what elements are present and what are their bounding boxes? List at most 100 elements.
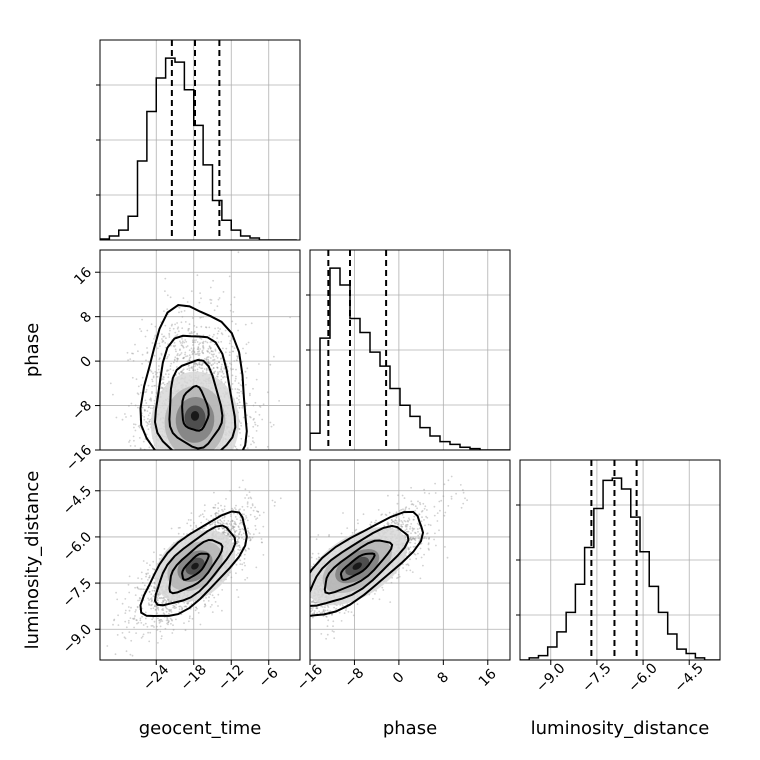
sample-point	[182, 533, 185, 535]
sample-point	[207, 457, 209, 459]
sample-point	[200, 325, 203, 328]
sample-point	[168, 453, 170, 455]
sample-point	[147, 602, 150, 605]
sample-point	[231, 350, 234, 353]
sample-point	[117, 614, 119, 617]
sample-point	[215, 468, 217, 470]
sample-point	[166, 473, 168, 475]
sample-point	[213, 309, 216, 312]
sample-point	[202, 478, 204, 480]
sample-point	[236, 391, 239, 394]
sample-point	[188, 323, 191, 326]
sample-point	[238, 486, 241, 489]
sample-point	[233, 529, 235, 531]
sample-point	[176, 354, 179, 357]
sample-point	[210, 473, 212, 475]
sample-point	[161, 451, 163, 453]
sample-point	[142, 560, 145, 562]
sample-point	[168, 471, 170, 473]
sample-point	[212, 367, 215, 370]
sample-point	[249, 416, 252, 419]
sample-point	[162, 382, 164, 385]
sample-point	[125, 650, 128, 653]
sample-point	[217, 456, 219, 458]
sample-point	[253, 417, 255, 420]
sample-point	[173, 499, 175, 501]
sample-point	[136, 586, 139, 589]
sample-point	[228, 515, 230, 517]
sample-point	[239, 530, 242, 533]
sample-point	[134, 429, 137, 432]
joint-content	[109, 251, 291, 517]
sample-point	[175, 451, 177, 453]
sample-point	[216, 520, 219, 523]
sample-point	[229, 309, 232, 312]
sample-point	[154, 336, 156, 338]
sample-point	[169, 327, 171, 330]
sample-point	[167, 608, 170, 611]
sample-point	[213, 343, 216, 346]
sample-point	[134, 586, 137, 589]
sample-point	[151, 599, 153, 602]
sample-point	[187, 602, 190, 605]
sample-point	[121, 602, 124, 605]
sample-point	[153, 620, 156, 623]
sample-point	[223, 519, 226, 522]
sample-point	[200, 469, 202, 471]
sample-point	[173, 461, 175, 463]
sample-point	[248, 435, 250, 438]
sample-point	[166, 622, 168, 625]
sample-point	[209, 523, 212, 526]
sample-point	[136, 622, 138, 625]
sample-point	[209, 463, 211, 465]
sample-point	[127, 622, 130, 624]
sample-point	[186, 451, 188, 453]
sample-point	[179, 484, 181, 486]
sample-point	[127, 359, 129, 362]
sample-point	[248, 536, 251, 538]
sample-point	[186, 451, 188, 453]
sample-point	[248, 491, 251, 493]
sample-point	[147, 597, 150, 600]
sample-point	[158, 371, 161, 374]
sample-point	[164, 456, 166, 458]
sample-point	[188, 359, 191, 362]
histogram-luminosity_distance	[520, 477, 720, 660]
sample-point	[191, 498, 193, 500]
sample-point	[170, 611, 173, 613]
sample-point	[191, 457, 193, 459]
sample-point	[216, 332, 219, 335]
sample-point	[148, 604, 150, 606]
sample-point	[183, 356, 186, 359]
sample-point	[171, 619, 174, 622]
sample-point	[219, 455, 221, 457]
sample-point	[209, 341, 212, 344]
sample-point	[245, 549, 247, 552]
sample-point	[182, 368, 185, 371]
sample-point	[235, 535, 238, 538]
sample-point	[196, 457, 198, 459]
sample-point	[143, 418, 146, 421]
sample-point	[132, 617, 134, 620]
sample-point	[218, 361, 221, 364]
sample-point	[227, 533, 230, 536]
sample-point	[233, 296, 236, 299]
sample-point	[222, 457, 224, 459]
sample-point	[237, 526, 240, 528]
sample-point	[177, 602, 180, 605]
sample-point	[239, 563, 242, 565]
sample-point	[188, 354, 191, 357]
sample-point	[230, 523, 233, 525]
sample-point	[113, 619, 115, 622]
sample-point	[188, 457, 190, 459]
panel-frame	[99, 39, 301, 241]
sample-point	[239, 519, 242, 522]
sample-point	[173, 607, 176, 610]
sample-point	[143, 409, 146, 412]
sample-point	[166, 355, 169, 358]
sample-point	[188, 471, 190, 473]
sample-point	[191, 481, 193, 483]
sample-point	[216, 375, 218, 378]
sample-point	[221, 508, 223, 511]
sample-point	[237, 548, 240, 551]
